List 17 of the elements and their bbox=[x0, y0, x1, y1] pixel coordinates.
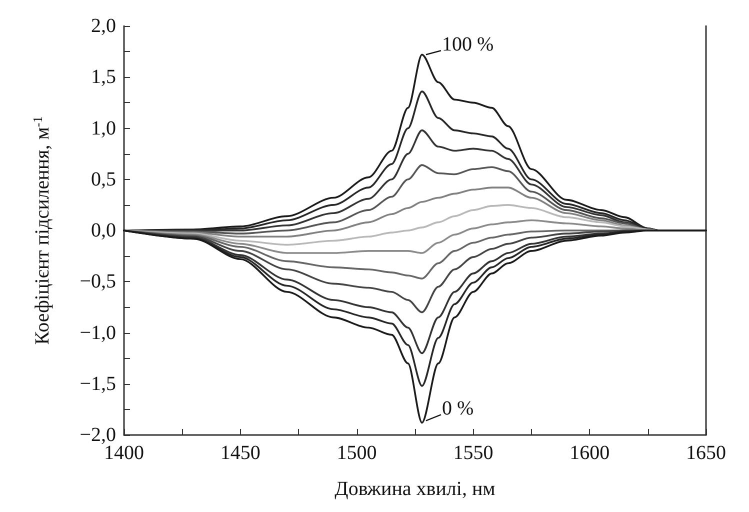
y-tick-label: 0,0 bbox=[91, 220, 116, 242]
annotation: 100 % bbox=[442, 34, 494, 56]
x-axis-title: Довжина хвилі, нм bbox=[334, 478, 496, 500]
y-tick-label: 0,5 bbox=[91, 168, 116, 190]
y-tick-label: −0,5 bbox=[80, 270, 116, 293]
x-tick-label: 1650 bbox=[686, 442, 726, 464]
y-tick-label: 1,0 bbox=[91, 117, 116, 140]
x-tick-label: 1450 bbox=[220, 442, 260, 464]
y-axis-title: Коефіцієнт підсилення, м-1 bbox=[30, 116, 54, 345]
x-tick-label: 1600 bbox=[570, 442, 610, 464]
x-tick-label: 1500 bbox=[336, 442, 377, 464]
y-tick-label: 1,5 bbox=[91, 66, 116, 88]
y-tick-label: −1,5 bbox=[80, 372, 116, 395]
y-tick-label: −1,0 bbox=[80, 322, 116, 344]
annotation: 0 % bbox=[442, 398, 474, 420]
y-tick-label: 2,0 bbox=[91, 15, 116, 37]
x-tick-label: 1550 bbox=[453, 442, 494, 464]
